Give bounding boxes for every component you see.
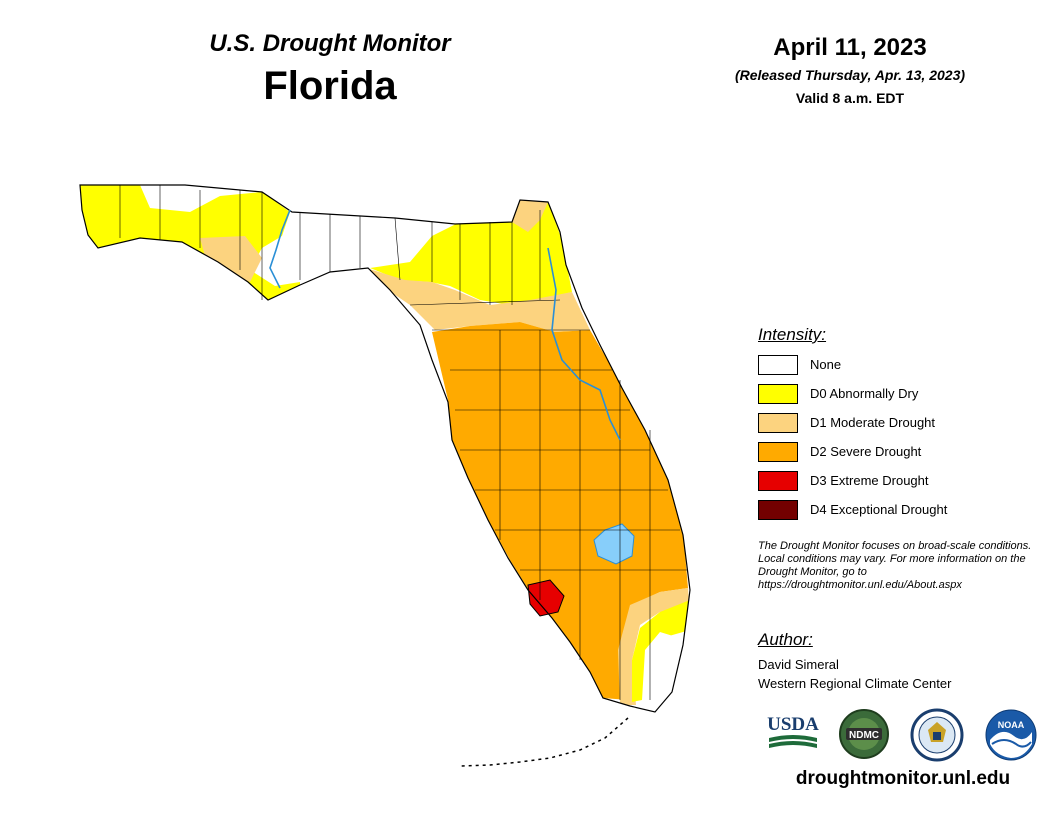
map-date: April 11, 2023 bbox=[773, 34, 927, 61]
state-border bbox=[79, 184, 691, 713]
site-url[interactable]: droughtmonitor.unl.edu bbox=[795, 768, 1011, 789]
legend-item-d2: D2 Severe Drought bbox=[758, 442, 1018, 464]
usda-logo-text: USDA bbox=[767, 714, 819, 735]
legend-label: None bbox=[810, 357, 842, 372]
legend-swatch-d1 bbox=[758, 413, 798, 433]
author-name: David Simeral bbox=[758, 657, 839, 672]
apalachicola-river bbox=[269, 209, 291, 289]
legend-item-d0: D0 Abnormally Dry bbox=[758, 384, 1018, 406]
d1-area-belt bbox=[366, 268, 590, 332]
d1-area-southeast bbox=[618, 588, 690, 705]
author-title: Author: bbox=[758, 630, 813, 649]
author-org: Western Regional Climate Center bbox=[758, 676, 952, 691]
d2-area-peninsula bbox=[432, 322, 688, 700]
d1-area-panhandle bbox=[200, 236, 262, 282]
legend-swatch-d2 bbox=[758, 442, 798, 462]
legend-swatch-none bbox=[758, 355, 798, 375]
legend-label: D0 Abnormally Dry bbox=[810, 386, 919, 401]
commerce-logo bbox=[910, 708, 964, 762]
map-subtitle: U.S. Drought Monitor bbox=[209, 30, 451, 57]
legend-item-d1: D1 Moderate Drought bbox=[758, 413, 1018, 435]
legend-swatch-d4 bbox=[758, 500, 798, 520]
valid-time: Valid 8 a.m. EDT bbox=[795, 90, 905, 106]
noaa-logo-text: NOAA bbox=[998, 720, 1025, 730]
map-state-title: Florida bbox=[263, 64, 397, 108]
legend-label: D1 Moderate Drought bbox=[810, 415, 936, 430]
legend-item-none: None bbox=[758, 355, 1018, 377]
d0-area-southeast bbox=[632, 600, 690, 702]
legend-item-d3: D3 Extreme Drought bbox=[758, 471, 1018, 493]
legend-label: D4 Exceptional Drought bbox=[810, 502, 948, 517]
d1-area-northeast bbox=[512, 200, 548, 232]
legend-label: D2 Severe Drought bbox=[810, 444, 922, 459]
ndmc-logo-text: NDMC bbox=[849, 730, 879, 741]
d3-area-southwest bbox=[527, 579, 565, 617]
legend-label: D3 Extreme Drought bbox=[810, 473, 929, 488]
noaa-logo: NOAA bbox=[985, 709, 1037, 761]
disclaimer-text: The Drought Monitor focuses on broad-sca… bbox=[758, 540, 1032, 591]
legend-swatch-d0 bbox=[758, 384, 798, 404]
release-date: (Released Thursday, Apr. 13, 2023) bbox=[734, 67, 966, 83]
florida-drought-map bbox=[79, 184, 691, 767]
legend-swatch-d3 bbox=[758, 471, 798, 491]
legend-item-d4: D4 Exceptional Drought bbox=[758, 500, 1018, 522]
florida-keys bbox=[459, 717, 629, 767]
ndmc-logo: NDMC bbox=[839, 709, 889, 759]
lake-okeechobee bbox=[593, 523, 635, 565]
legend-title: Intensity: bbox=[758, 325, 827, 344]
st-johns-river bbox=[547, 247, 621, 441]
usda-logo: USDA bbox=[767, 714, 819, 748]
county-lines bbox=[119, 185, 688, 700]
